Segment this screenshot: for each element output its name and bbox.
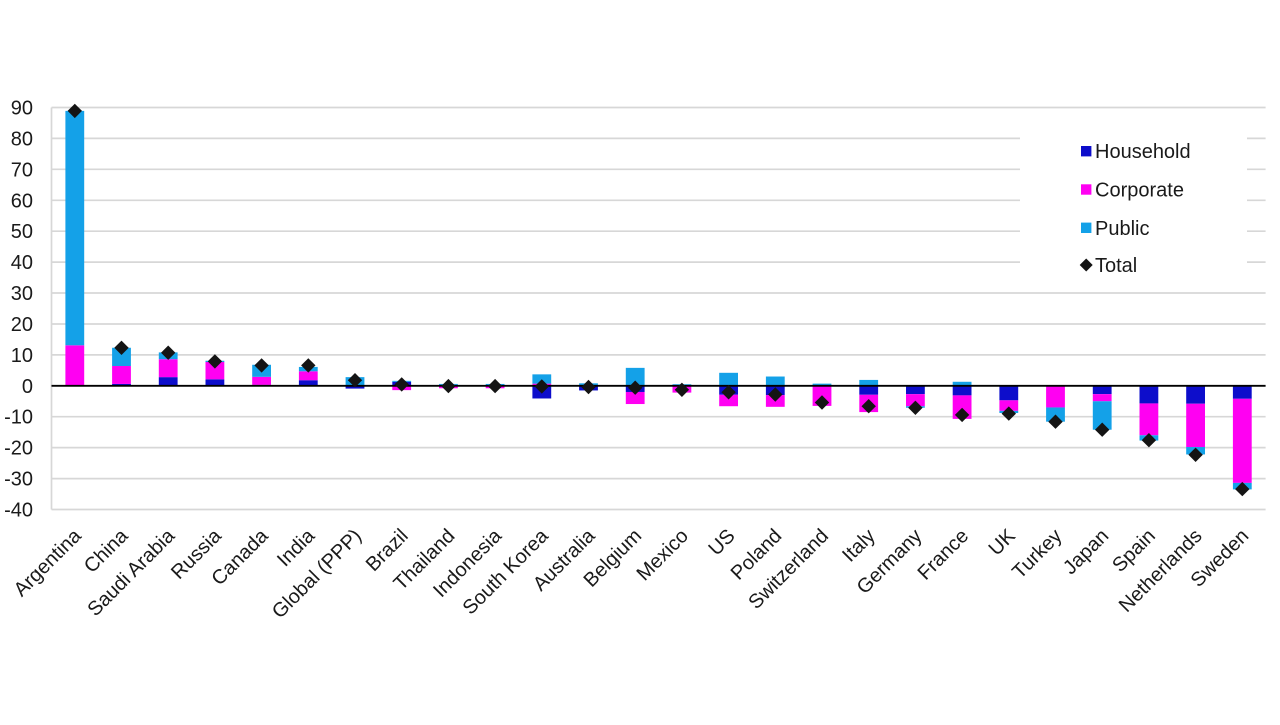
svg-text:20: 20 (11, 314, 33, 336)
svg-text:60: 60 (11, 190, 33, 212)
svg-text:-30: -30 (4, 469, 33, 491)
svg-text:50: 50 (11, 221, 33, 243)
svg-text:30: 30 (11, 283, 33, 305)
svg-text:Household: Household (1095, 141, 1191, 163)
svg-text:-40: -40 (4, 500, 33, 522)
svg-text:70: 70 (11, 159, 33, 181)
svg-text:Corporate: Corporate (1095, 180, 1184, 202)
svg-text:-20: -20 (4, 438, 33, 460)
svg-text:90: 90 (11, 98, 33, 120)
svg-text:0: 0 (22, 376, 33, 398)
svg-text:80: 80 (11, 128, 33, 150)
svg-text:-10: -10 (4, 407, 33, 429)
svg-text:10: 10 (11, 345, 33, 367)
svg-text:Public: Public (1095, 218, 1149, 240)
svg-text:40: 40 (11, 252, 33, 274)
svg-text:Total: Total (1095, 255, 1137, 277)
